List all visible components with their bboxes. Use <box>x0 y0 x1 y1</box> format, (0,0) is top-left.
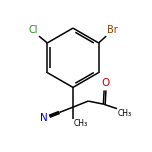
Text: O: O <box>101 78 109 88</box>
Text: Br: Br <box>107 25 118 35</box>
Text: N: N <box>40 113 48 123</box>
Text: Cl: Cl <box>29 25 38 35</box>
Text: CH₃: CH₃ <box>118 109 132 118</box>
Text: CH₃: CH₃ <box>74 119 88 128</box>
